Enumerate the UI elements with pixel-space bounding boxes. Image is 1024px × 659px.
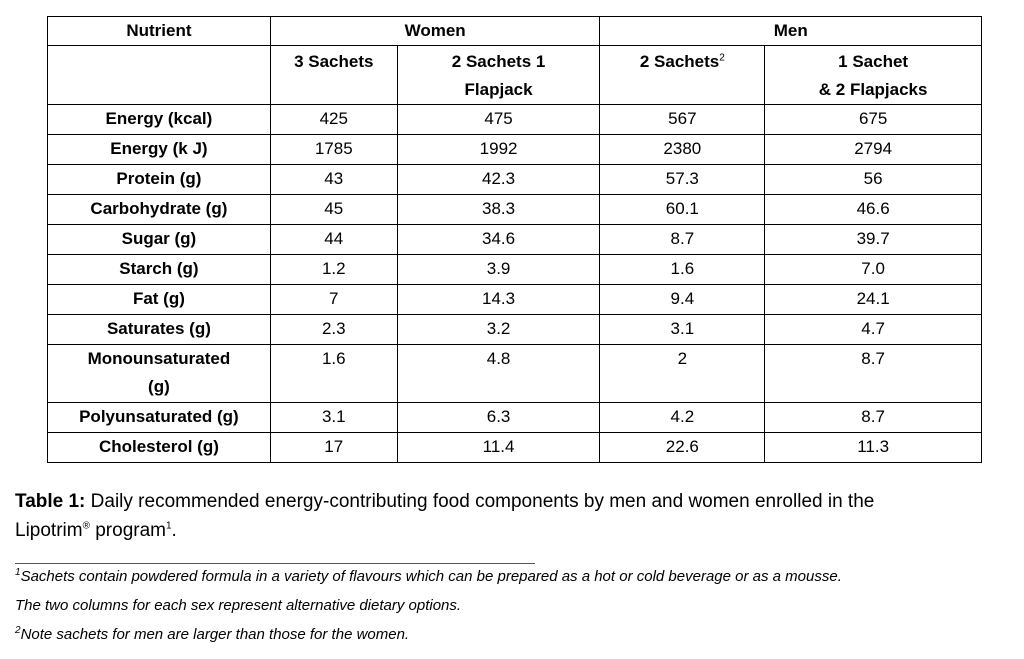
cell-value: 2380 (599, 134, 766, 165)
cell-value: 567 (599, 104, 766, 135)
cell-value: 44 (269, 224, 398, 255)
cell-value: 6.3 (396, 402, 601, 433)
cell-value: 24.1 (764, 284, 982, 315)
row-label: Polyunsaturated (g) (47, 402, 271, 433)
cell-value: 4.8 (396, 344, 601, 403)
cell-value: 7.0 (764, 254, 982, 285)
table-row: Energy (kcal) 425 475 567 675 (47, 104, 982, 135)
cell-value: 2794 (764, 134, 982, 165)
cell-value: 39.7 (764, 224, 982, 255)
header-2-sachets-1-flapjack: 2 Sachets 1 Flapjack (396, 45, 601, 105)
cell-value: 8.7 (764, 344, 982, 403)
cell-value: 60.1 (599, 194, 766, 225)
cell-value: 11.4 (396, 432, 601, 463)
cell-value: 45 (269, 194, 398, 225)
cell-value: 8.7 (599, 224, 766, 255)
table-row: Monounsaturated (g) 1.6 4.8 2 8.7 (47, 344, 982, 403)
cell-value: 3.1 (269, 402, 398, 433)
cell-value: 2 (599, 344, 766, 403)
row-label: Energy (kcal) (47, 104, 271, 135)
cell-value: 17 (269, 432, 398, 463)
header-men: Men (599, 16, 982, 46)
cell-value: 7 (269, 284, 398, 315)
row-label: Sugar (g) (47, 224, 271, 255)
footnote-divider (15, 563, 535, 564)
table-row: Cholesterol (g) 17 11.4 22.6 11.3 (47, 432, 982, 463)
table-row: Carbohydrate (g) 45 38.3 60.1 46.6 (47, 194, 982, 225)
header-women: Women (269, 16, 601, 46)
registered-mark: ® (82, 520, 90, 532)
cell-value: 475 (396, 104, 601, 135)
footnote-1: 1Sachets contain powdered formula in a v… (15, 567, 842, 586)
caption-superscript: 1 (165, 520, 172, 532)
cell-value: 4.7 (764, 314, 982, 345)
header-3-sachets: 3 Sachets (269, 45, 398, 105)
cell-value: 14.3 (396, 284, 601, 315)
row-label: Monounsaturated (g) (47, 344, 271, 403)
cell-value: 22.6 (599, 432, 766, 463)
cell-value: 675 (764, 104, 982, 135)
header-nutrient: Nutrient (47, 16, 271, 46)
header-1-sachet-2-flapjacks: 1 Sachet & 2 Flapjacks (764, 45, 982, 105)
table-caption: Table 1: Daily recommended energy-contri… (15, 487, 1015, 545)
row-label: Fat (g) (47, 284, 271, 315)
nutrient-table: Nutrient Women Men 3 Sachets 2 Sachets 1… (47, 16, 982, 463)
cell-value: 8.7 (764, 402, 982, 433)
caption-text-4: . (171, 520, 177, 541)
cell-value: 1992 (396, 134, 601, 165)
caption-label: Table 1: (15, 491, 86, 512)
table-row: Starch (g) 1.2 3.9 1.6 7.0 (47, 254, 982, 285)
caption-text-3: program (89, 520, 166, 541)
cell-value: 3.1 (599, 314, 766, 345)
cell-value: 11.3 (764, 432, 982, 463)
table-row: Fat (g) 7 14.3 9.4 24.1 (47, 284, 982, 315)
cell-value: 1.6 (269, 344, 398, 403)
cell-value: 1.2 (269, 254, 398, 285)
table-row: Energy (k J) 1785 1992 2380 2794 (47, 134, 982, 165)
cell-value: 2.3 (269, 314, 398, 345)
cell-value: 4.2 (599, 402, 766, 433)
header-empty (47, 45, 271, 105)
table-row: Saturates (g) 2.3 3.2 3.1 4.7 (47, 314, 982, 345)
footnote-2: 2Note sachets for men are larger than th… (15, 625, 410, 644)
cell-value: 3.9 (396, 254, 601, 285)
row-label: Energy (k J) (47, 134, 271, 165)
table-row: Protein (g) 43 42.3 57.3 56 (47, 164, 982, 195)
row-label: Cholesterol (g) (47, 432, 271, 463)
row-label: Protein (g) (47, 164, 271, 195)
cell-value: 1.6 (599, 254, 766, 285)
cell-value: 34.6 (396, 224, 601, 255)
cell-value: 9.4 (599, 284, 766, 315)
cell-value: 38.3 (396, 194, 601, 225)
row-label: Carbohydrate (g) (47, 194, 271, 225)
cell-value: 56 (764, 164, 982, 195)
cell-value: 1785 (269, 134, 398, 165)
cell-value: 425 (269, 104, 398, 135)
caption-text: Daily recommended energy-contributing fo… (85, 491, 875, 512)
caption-text-2: Lipotrim (15, 520, 83, 541)
cell-value: 57.3 (599, 164, 766, 195)
cell-value: 46.6 (764, 194, 982, 225)
cell-value: 42.3 (396, 164, 601, 195)
header-2-sachets: 2 Sachets2 (599, 45, 766, 105)
row-label: Saturates (g) (47, 314, 271, 345)
cell-value: 43 (269, 164, 398, 195)
cell-value: 3.2 (396, 314, 601, 345)
table-row: Polyunsaturated (g) 3.1 6.3 4.2 8.7 (47, 402, 982, 433)
table-row: Sugar (g) 44 34.6 8.7 39.7 (47, 224, 982, 255)
row-label: Starch (g) (47, 254, 271, 285)
footnote-1b: The two columns for each sex represent a… (15, 597, 462, 614)
